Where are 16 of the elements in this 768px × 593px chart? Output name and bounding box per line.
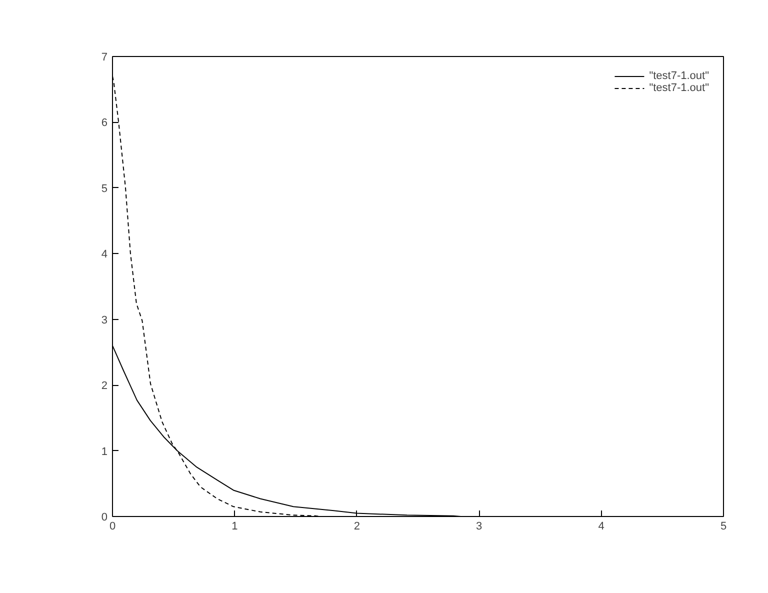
y-tick-label: 2 bbox=[101, 380, 108, 392]
y-tick-label: 3 bbox=[101, 314, 108, 326]
y-tick-label: 7 bbox=[101, 52, 108, 64]
x-tick-label: 3 bbox=[476, 520, 482, 532]
y-tick-label: 1 bbox=[101, 446, 108, 458]
x-tick-label: 2 bbox=[354, 520, 360, 532]
y-tick-label: 5 bbox=[101, 182, 108, 195]
y-tick-label: 6 bbox=[101, 117, 108, 130]
y-tick-label: 4 bbox=[101, 248, 108, 261]
x-tick-label: 5 bbox=[720, 520, 727, 532]
x-tick-label: 4 bbox=[598, 520, 604, 532]
legend-label: "test7-1.out" bbox=[649, 70, 709, 82]
y-tick-label: 0 bbox=[101, 512, 108, 524]
x-tick-label: 1 bbox=[232, 520, 238, 532]
x-tick-label: 0 bbox=[109, 520, 116, 532]
legend-label: "test7-1.out" bbox=[649, 82, 709, 94]
